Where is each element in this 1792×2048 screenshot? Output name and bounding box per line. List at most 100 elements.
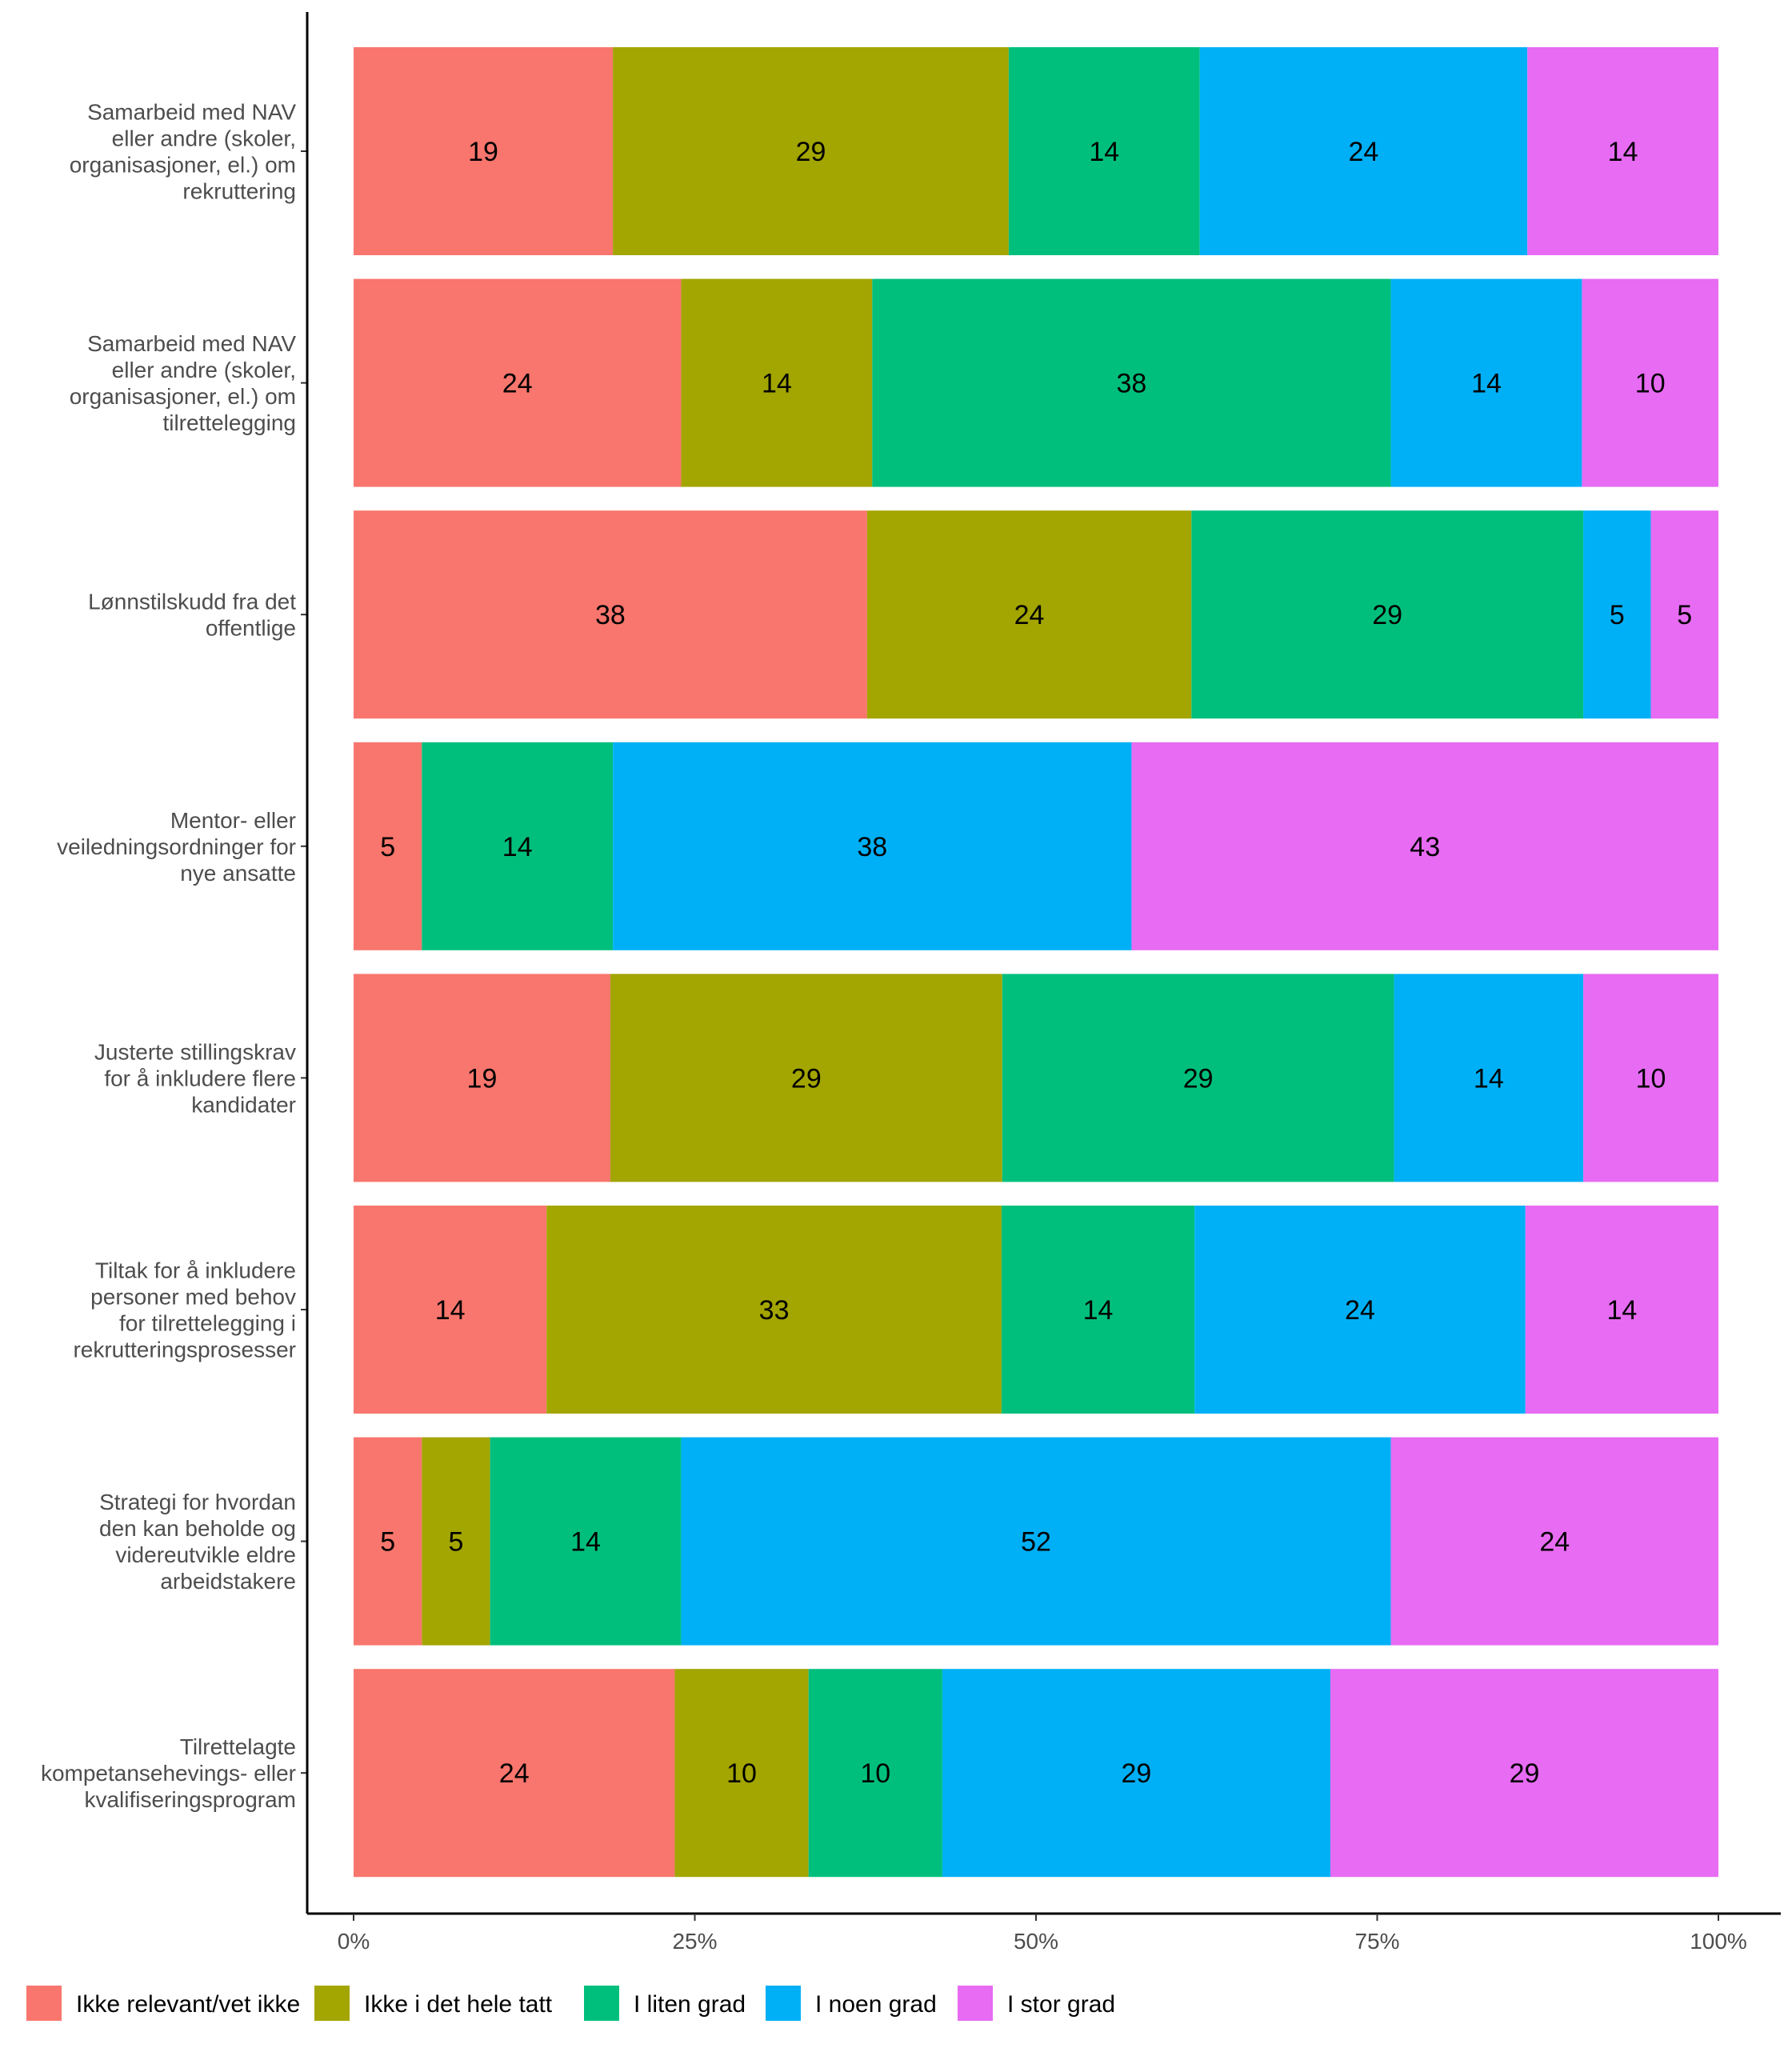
bar-segment [1390, 1437, 1718, 1646]
bar-segment [866, 510, 1192, 719]
bar-segment [354, 47, 614, 255]
bar-segment [422, 742, 614, 950]
category-label: Strategi for hvordan den kan beholde og vi… [99, 1490, 296, 1594]
bar-segment [1650, 510, 1718, 719]
bar-segment [1001, 1206, 1195, 1414]
bar-segment [1194, 1206, 1526, 1414]
bar-segment [354, 1206, 547, 1414]
category-label-line: organisasjoner, el.) om [70, 384, 296, 409]
bar-value-label: 19 [468, 137, 498, 167]
legend-item: Ikke relevant/vet ikke [26, 1986, 300, 2021]
legend-swatch [584, 1986, 619, 2021]
bar-value-label: 24 [502, 369, 533, 399]
bar-value-label: 14 [1606, 1295, 1637, 1326]
bar-value-label: 5 [380, 832, 395, 862]
bar-value-label: 24 [1349, 137, 1379, 167]
bar-value-label: 14 [1474, 1063, 1504, 1094]
bar-value-label: 14 [502, 832, 533, 862]
bar-segment [1525, 1206, 1718, 1414]
axes-layer: 0% 25% 50% 75% 100% [301, 12, 1781, 1954]
category-label: Samarbeid med NAV eller andre (skoler, org… [70, 100, 297, 204]
bar-segment [1583, 974, 1718, 1182]
bar-value-label: 24 [1345, 1295, 1375, 1326]
bar-value-label: 14 [435, 1295, 466, 1326]
legend-label: I noen grad [815, 1991, 937, 2018]
bar-value-label: 19 [467, 1063, 498, 1094]
bar-value-label: 10 [1636, 1063, 1666, 1094]
bar-value-label: 38 [595, 600, 626, 630]
category-label-line: Samarbeid med NAV [87, 100, 296, 125]
bar-segment [354, 974, 610, 1182]
category-labels: Samarbeid med NAV eller andre (skoler, org… [41, 100, 296, 1813]
category-label-line: organisasjoner, el.) om [70, 153, 296, 178]
bar-value-label: 14 [1089, 137, 1119, 167]
category-label-line: kompetansehevings- eller [41, 1761, 296, 1786]
legend-label: Ikke i det hele tatt [364, 1991, 553, 2018]
category-label-line: Tilrettelagte [180, 1734, 296, 1759]
bar-value-label: 29 [1372, 600, 1402, 630]
category-label-line: kvalifiseringsprogram [84, 1787, 296, 1812]
category-label-line: kandidater [191, 1092, 296, 1117]
legend: Ikke relevant/vet ikke Ikke i det hele ta… [26, 1986, 1115, 2021]
category-label-line: Lønnstilskudd fra det [88, 590, 296, 614]
category-label-line: Tiltak for å inkludere [95, 1258, 296, 1283]
legend-swatch [766, 1986, 801, 2021]
x-tick-label: 0% [338, 1929, 370, 1954]
bar-segment [872, 278, 1391, 487]
category-label-line: for tilrettelegging i [119, 1311, 296, 1336]
bar-segment [1527, 47, 1718, 255]
bar-segment [354, 742, 422, 950]
legend-item: I noen grad [766, 1986, 937, 2021]
category-label-line: arbeidstakere [160, 1569, 296, 1594]
bar-segment [490, 1437, 682, 1646]
bar-segment [808, 1669, 942, 1878]
bar-segment [613, 742, 1132, 950]
bar-segment [1131, 742, 1718, 950]
legend-label: I liten grad [634, 1991, 746, 2018]
bar-value-label: 10 [1635, 369, 1666, 399]
category-label-line: Mentor- eller [170, 808, 296, 833]
bar-segment [546, 1206, 1002, 1414]
bar-value-label: 14 [762, 369, 792, 399]
bar-value-label: 33 [759, 1295, 790, 1326]
legend-swatch [314, 1986, 350, 2021]
bar-value-label: 14 [1608, 137, 1638, 167]
bar-segment [610, 974, 1002, 1182]
bar-value-label: 5 [380, 1527, 395, 1558]
legend-label: Ikke relevant/vet ikke [76, 1991, 300, 2018]
bar-value-label: 29 [791, 1063, 822, 1094]
bar-value-label: 24 [1539, 1527, 1570, 1558]
bar-value-label: 5 [1610, 600, 1625, 630]
bar-value-label: 14 [570, 1527, 601, 1558]
legend-label: I stor grad [1007, 1991, 1115, 2018]
bars-layer: 19 29 14 24 14 24 14 38 14 10 38 24 29 5 5 5 14 38 43 19 29 2… [354, 47, 1718, 1878]
legend-swatch [958, 1986, 993, 2021]
x-tick-label: 100% [1690, 1929, 1747, 1954]
bar-segment [422, 1437, 490, 1646]
bar-value-label: 5 [1677, 600, 1692, 630]
bar-value-label: 38 [1117, 369, 1147, 399]
bar-value-label: 24 [499, 1758, 530, 1789]
bar-segment [1191, 510, 1584, 719]
category-label-line: Justerte stillingskrav [94, 1039, 296, 1064]
bar-segment [1199, 47, 1528, 255]
bar-segment [354, 1437, 422, 1646]
bar-segment [1002, 974, 1394, 1182]
bar-value-label: 10 [726, 1758, 757, 1789]
bar-segment [613, 47, 1009, 255]
legend-item: Ikke i det hele tatt [314, 1986, 553, 2021]
bar-segment [1390, 278, 1582, 487]
bar-value-label: 10 [860, 1758, 890, 1789]
bar-segment [354, 1669, 675, 1878]
x-tick-label: 75% [1354, 1929, 1399, 1954]
category-label-line: videreutvikle eldre [115, 1542, 296, 1567]
bar-value-label: 5 [448, 1527, 463, 1558]
category-label: Samarbeid med NAV eller andre (skoler, org… [70, 331, 297, 435]
category-label-line: den kan beholde og [99, 1516, 296, 1541]
category-label-line: rekruttering [182, 179, 296, 204]
bar-value-label: 29 [1183, 1063, 1214, 1094]
bar-segment [1583, 510, 1651, 719]
category-label: Tilrettelagte kompetansehevings- eller kva… [41, 1734, 296, 1812]
bar-segment [354, 278, 682, 487]
